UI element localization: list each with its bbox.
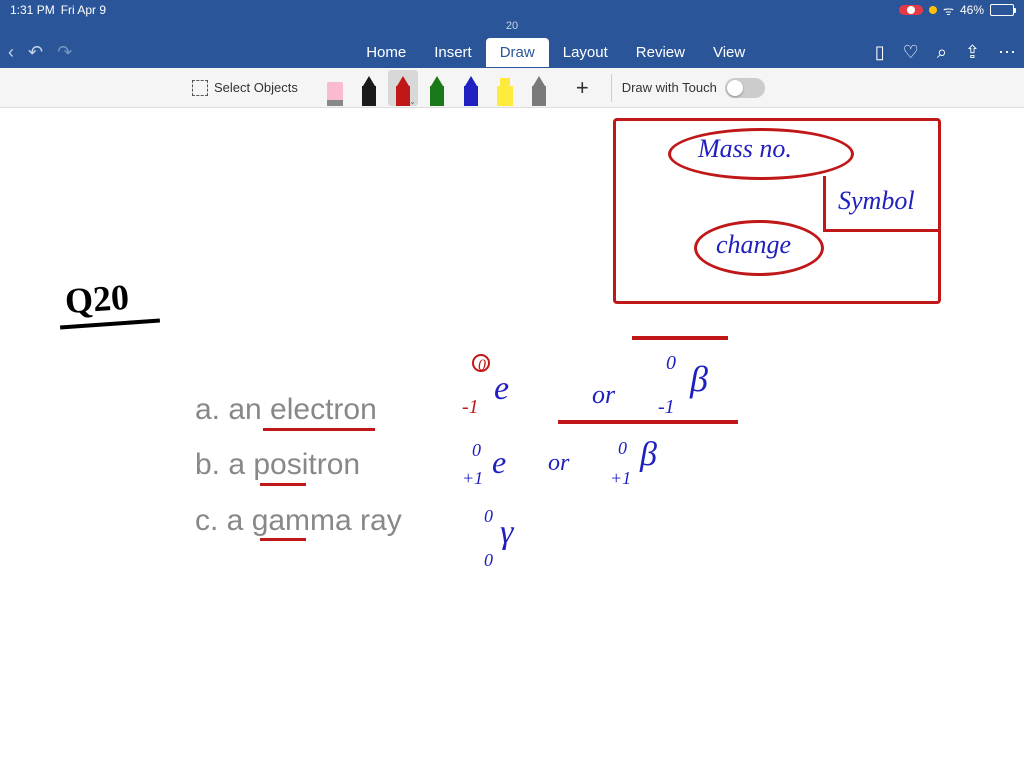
tab-insert[interactable]: Insert (420, 38, 486, 67)
option-a-text: a. an electron (195, 393, 377, 427)
status-time: 1:31 PM (10, 3, 55, 17)
pen-blue[interactable] (456, 70, 486, 106)
underline-positron (260, 483, 306, 486)
option-c-text: c. a gamma ray (195, 504, 402, 538)
a-sup-circle (472, 354, 490, 372)
text-change: change (716, 230, 791, 260)
tab-review[interactable]: Review (622, 38, 699, 67)
status-dot (929, 6, 937, 14)
chevron-down-icon: ⌄ (409, 97, 416, 106)
text-symbol: Symbol (838, 186, 915, 216)
undo-icon[interactable]: ↶ (28, 42, 43, 63)
a-altsup: 0 (666, 352, 676, 375)
text-massno: Mass no. (698, 134, 792, 164)
c-sub: 0 (484, 550, 493, 571)
option-b-text: b. a positron (195, 448, 360, 482)
battery-pct: 46% (960, 3, 984, 17)
highlighter-yellow[interactable] (490, 70, 520, 106)
pen-green[interactable] (422, 70, 452, 106)
a-bottomline (558, 420, 738, 424)
pen-red[interactable]: ⌄ (388, 70, 418, 106)
select-icon (192, 80, 208, 96)
question-label: Q20 (64, 276, 131, 322)
status-bar: 1:31 PM Fri Apr 9 ᯤ 46% (0, 0, 1024, 20)
a-or: or (592, 380, 615, 410)
a-altsym: β (690, 358, 708, 400)
select-objects-button[interactable]: Select Objects (192, 80, 298, 96)
add-pen-button[interactable]: + (576, 75, 589, 101)
pen-gallery: ⌄ (320, 70, 554, 106)
b-sym: e (492, 444, 506, 481)
ribbon: ‹ ↶ ↷ Home Insert Draw Layout Review Vie… (0, 36, 1024, 68)
wifi-icon: ᯤ (943, 2, 954, 19)
tab-view[interactable]: View (699, 38, 759, 67)
pen-gray[interactable] (524, 70, 554, 106)
redo-icon[interactable]: ↷ (57, 42, 72, 63)
underline-electron (263, 428, 375, 431)
b-or: or (548, 450, 569, 477)
underline-gamma (260, 538, 306, 541)
ribbon-tabs: Home Insert Draw Layout Review View (352, 38, 759, 67)
a-altsub: -1 (658, 396, 675, 419)
search-icon[interactable]: ⌕ (937, 42, 947, 63)
tab-layout[interactable]: Layout (549, 38, 622, 67)
recording-indicator (899, 5, 923, 15)
c-sup: 0 (484, 506, 493, 527)
b-altsym: β (640, 436, 657, 474)
a-sub: -1 (462, 396, 479, 419)
b-sup: 0 (472, 440, 481, 461)
status-date: Fri Apr 9 (61, 3, 106, 17)
battery-icon (990, 4, 1014, 16)
c-sym: γ (500, 514, 513, 552)
tab-home[interactable]: Home (352, 38, 420, 67)
b-sub: +1 (462, 468, 483, 489)
pen-black[interactable] (354, 70, 384, 106)
eraser-tool[interactable] (320, 70, 350, 106)
share-icon[interactable]: ⇪ (965, 42, 980, 63)
b-altsup: 0 (618, 438, 627, 459)
tab-draw[interactable]: Draw (486, 38, 549, 67)
b-altsub: +1 (610, 468, 631, 489)
draw-with-touch-toggle[interactable]: Draw with Touch (622, 78, 765, 98)
drawing-canvas[interactable]: Q20 Mass no. Symbol change a. an electro… (0, 108, 1024, 768)
select-objects-label: Select Objects (214, 80, 298, 95)
a-topline (632, 336, 728, 340)
doc-page-number: 20 (0, 20, 1024, 36)
a-sym: e (494, 370, 509, 408)
more-icon[interactable]: ⋯ (998, 42, 1016, 63)
mobile-icon[interactable]: ▯ (875, 42, 885, 63)
draw-with-touch-label: Draw with Touch (622, 80, 717, 95)
back-icon[interactable]: ‹ (8, 42, 14, 63)
draw-toolbar: Select Objects ⌄ + Draw with Touch (0, 68, 1024, 108)
lightbulb-icon[interactable]: ♡ (903, 42, 919, 63)
toggle-switch[interactable] (725, 78, 765, 98)
